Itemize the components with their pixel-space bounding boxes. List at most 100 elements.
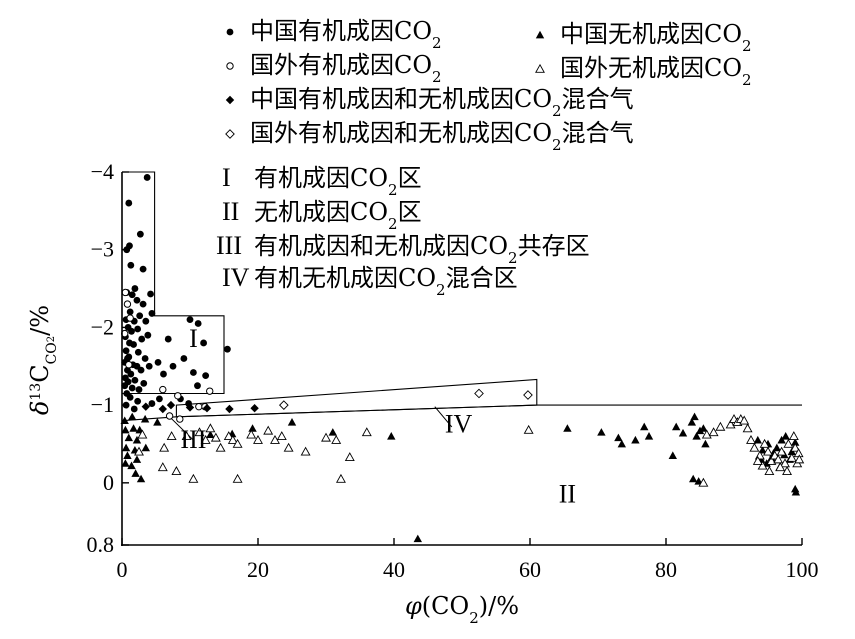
point-s5-25 xyxy=(335,473,346,483)
point-s5-55 xyxy=(788,431,799,441)
point-s5-48 xyxy=(776,446,787,456)
point-s0-48 xyxy=(154,358,162,366)
point-s4-28 xyxy=(617,439,626,448)
point-s4-36 xyxy=(690,412,699,421)
point-s5-27 xyxy=(232,473,243,483)
point-s1-6 xyxy=(174,392,182,400)
zone-label-II: II xyxy=(559,479,576,508)
zone-legend-roman-2: II xyxy=(222,197,239,226)
point-s4-25 xyxy=(563,424,572,432)
point-s4-41 xyxy=(701,439,710,448)
point-s0-50 xyxy=(169,362,177,370)
x-tick-label-2: 40 xyxy=(383,557,405,582)
point-s2-1 xyxy=(185,403,195,412)
point-s5-45 xyxy=(766,455,777,465)
point-s0-62 xyxy=(148,400,156,407)
point-s3-1 xyxy=(474,388,484,399)
point-s1-0 xyxy=(121,288,130,297)
point-s5-51 xyxy=(786,452,797,462)
point-s0-55 xyxy=(190,369,197,376)
point-s4-40 xyxy=(689,474,698,483)
zone-legend-text-2: 无机成因CO2区 xyxy=(254,198,422,233)
point-s0-25 xyxy=(138,335,146,343)
point-s0-67 xyxy=(124,355,131,362)
point-s0-56 xyxy=(202,372,210,379)
data-points xyxy=(120,174,805,543)
point-s1-1 xyxy=(123,300,132,308)
point-s5-49 xyxy=(780,458,790,468)
point-s5-18 xyxy=(263,425,274,435)
point-s4-39 xyxy=(699,424,708,432)
point-s5-26 xyxy=(344,452,355,461)
point-s5-39 xyxy=(742,423,753,433)
zone-IV-leader xyxy=(434,406,453,428)
point-s5-43 xyxy=(759,438,770,448)
point-s5-11 xyxy=(210,432,221,442)
point-s3-0 xyxy=(279,400,289,410)
point-s4-33 xyxy=(672,422,681,431)
x-axis-title: φ(CO2)/% xyxy=(405,592,519,627)
zone-label-IV: IV xyxy=(445,409,473,438)
point-s4-22 xyxy=(328,428,337,436)
point-s0-1 xyxy=(125,199,133,207)
point-s0-41 xyxy=(140,379,148,387)
zone-legend-text-1: 有机成因CO2区 xyxy=(254,164,422,199)
point-s0-43 xyxy=(128,384,136,392)
point-s5-33 xyxy=(715,421,726,431)
point-s0-57 xyxy=(194,382,201,390)
legend: 中国有机成因CO2 中国无机成因CO2 国外有机成因CO2 国外无机成因CO2中国有机… xyxy=(225,17,752,154)
point-s0-58 xyxy=(200,339,208,347)
point-s5-17 xyxy=(253,434,263,444)
point-s4-12 xyxy=(132,455,142,463)
point-s4-35 xyxy=(687,418,697,426)
point-s4-31 xyxy=(644,432,654,440)
point-s4-29 xyxy=(631,435,640,444)
zone-I-boundary xyxy=(122,171,225,395)
y-tick-label-2: −2 xyxy=(91,314,114,339)
legend-label-fr_mix: 国外有机成因和无机成因CO2混合气 xyxy=(250,119,634,154)
zone-II-boundary xyxy=(121,404,802,422)
point-s0-27 xyxy=(130,341,137,348)
point-s5-14 xyxy=(227,434,238,444)
point-s0-10 xyxy=(147,290,154,298)
point-s4-54 xyxy=(791,487,801,496)
point-s4-8 xyxy=(132,435,142,444)
point-s4-14 xyxy=(131,469,140,477)
point-s2-5 xyxy=(141,402,150,411)
point-s4-27 xyxy=(614,433,623,442)
point-s5-52 xyxy=(790,442,801,452)
y-tick-label-4: 0 xyxy=(103,470,114,495)
point-s5-23 xyxy=(321,432,331,442)
point-s5-47 xyxy=(773,454,784,464)
point-s4-7 xyxy=(124,433,133,442)
point-s0-53 xyxy=(194,320,202,327)
point-s4-23 xyxy=(387,432,396,440)
y-tick-label-5: 0.8 xyxy=(87,532,115,557)
point-s0-64 xyxy=(134,397,142,405)
point-s4-52 xyxy=(791,438,800,446)
point-s0-16 xyxy=(136,312,144,320)
point-s0-21 xyxy=(134,325,142,333)
legend-label-cn_mix: 中国有机成因和无机成因CO2混合气 xyxy=(250,85,634,120)
point-s3-2 xyxy=(523,390,533,400)
point-s0-0 xyxy=(143,174,151,181)
legend-marker-cn_inorg xyxy=(535,30,545,39)
legend-marker-fr_org xyxy=(226,62,234,70)
point-s4-1 xyxy=(128,412,137,421)
zone-legend-roman-1: I xyxy=(222,163,231,192)
point-s4-2 xyxy=(140,414,150,423)
point-s1-10 xyxy=(165,412,174,420)
x-tick-label-4: 80 xyxy=(655,557,677,582)
point-s5-61 xyxy=(794,454,805,464)
legend-label-cn_org: 中国有机成因CO2 xyxy=(250,17,442,52)
point-s0-7 xyxy=(131,285,139,292)
point-s5-60 xyxy=(752,455,763,465)
point-s4-3 xyxy=(153,418,162,426)
legend-marker-cn_mix xyxy=(225,95,235,105)
point-s5-7 xyxy=(188,473,199,483)
point-s1-4 xyxy=(125,361,133,369)
point-s2-3 xyxy=(225,404,234,414)
